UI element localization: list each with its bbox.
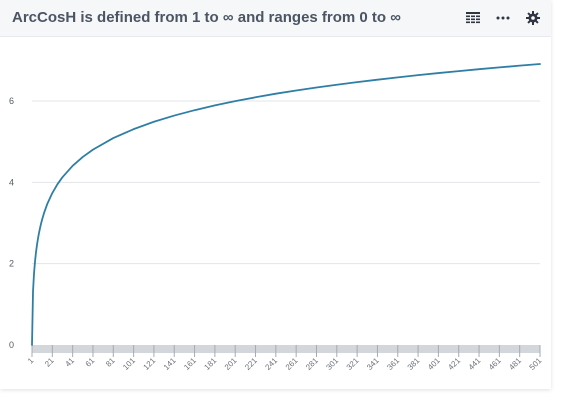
x-tick-label: 21 (43, 356, 56, 369)
x-tick-label: 1 (26, 356, 36, 366)
x-tick-label: 501 (528, 356, 544, 372)
x-axis-band (32, 345, 540, 353)
grid-lines (32, 100, 540, 265)
x-axis-band-rect (32, 345, 540, 353)
x-tick-label: 261 (284, 356, 300, 372)
x-tick-label: 421 (446, 356, 462, 372)
x-tick-label: 81 (104, 356, 117, 369)
chart-widget: ArcCosH is defined from 1 to ∞ and range… (0, 0, 551, 372)
x-tick-label: 241 (263, 356, 279, 372)
series-layer (31, 63, 541, 346)
x-tick-label: 41 (63, 356, 76, 369)
y-tick-label: 4 (9, 177, 14, 187)
gear-icon[interactable] (525, 10, 541, 26)
y-tick-label: 6 (9, 96, 14, 106)
x-tick-label: 161 (182, 356, 198, 372)
widget-header: ArcCosH is defined from 1 to ∞ and range… (0, 0, 551, 37)
x-tick-label: 381 (406, 356, 422, 372)
x-tick-label: 461 (487, 356, 503, 372)
x-tick-label: 121 (142, 356, 158, 372)
x-tick-label: 481 (507, 356, 523, 372)
series-line-0 (31, 63, 541, 346)
x-tick-label: 141 (162, 356, 178, 372)
x-tick-label: 441 (467, 356, 483, 372)
widget-toolbar (465, 10, 541, 26)
x-tick-label: 401 (426, 356, 442, 372)
x-tick-label: 361 (385, 356, 401, 372)
x-tick-label: 301 (324, 356, 340, 372)
x-tick-label: 101 (121, 356, 137, 372)
chart-title: ArcCosH is defined from 1 to ∞ and range… (12, 9, 401, 26)
x-tick-label: 61 (84, 356, 97, 369)
x-tick-label: 281 (304, 356, 320, 372)
y-tick-label: 0 (9, 340, 14, 350)
more-icon[interactable] (495, 10, 511, 26)
table-icon[interactable] (465, 10, 481, 26)
y-tick-label: 2 (9, 259, 14, 269)
x-tick-label: 221 (243, 356, 259, 372)
x-tick-label: 321 (345, 356, 361, 372)
x-tick-label: 201 (223, 356, 239, 372)
x-tick-label: 181 (202, 356, 218, 372)
x-tick-label: 341 (365, 356, 381, 372)
y-axis-ticks: 0 2 4 6 (9, 96, 14, 350)
